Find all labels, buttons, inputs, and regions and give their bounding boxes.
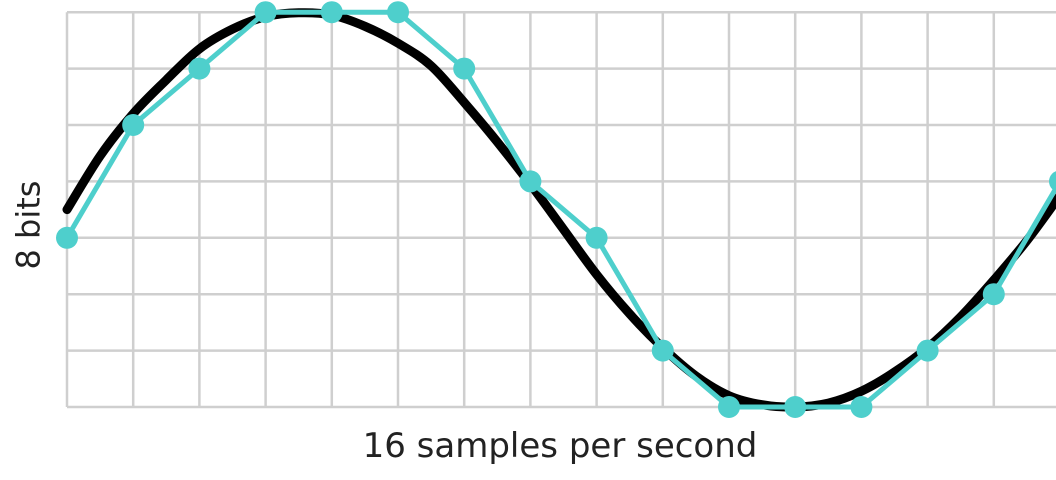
x-axis-label: 16 samples per second: [362, 426, 758, 466]
sample-point: [916, 339, 939, 362]
sampled-wave-line: [64, 9, 1056, 410]
sample-point: [651, 339, 674, 362]
sample-point: [320, 1, 343, 24]
sample-point: [453, 57, 476, 80]
sample-point: [254, 1, 277, 24]
analog-wave-series: [62, 8, 1056, 412]
sample-point: [519, 170, 542, 193]
sample-point: [784, 396, 807, 418]
sample-point: [982, 283, 1005, 306]
sample-point: [718, 396, 740, 418]
sample-point: [122, 114, 145, 136]
sample-point: [387, 1, 409, 24]
sample-point: [56, 226, 78, 249]
sample-point: [850, 396, 873, 418]
analog-wave-line: [62, 8, 1056, 412]
sample-point: [585, 226, 608, 249]
sample-point: [1049, 171, 1056, 192]
y-axis-label: 8 bits: [4, 130, 52, 320]
sample-point: [188, 57, 211, 80]
sampled-wave-series: [56, 1, 1056, 418]
y-axis-label-text: 8 bits: [9, 180, 48, 270]
